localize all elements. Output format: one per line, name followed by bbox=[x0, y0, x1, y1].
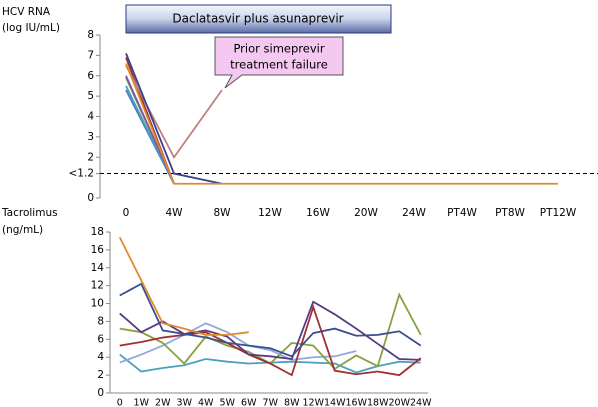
x-tick-label: 6W bbox=[241, 398, 257, 407]
series-line bbox=[119, 282, 422, 358]
y-tick-label: <1.2 bbox=[69, 168, 95, 180]
x-tick-label: 4W bbox=[198, 398, 214, 407]
x-tick-label: 18W bbox=[367, 398, 389, 407]
y-tick-label: 10 bbox=[91, 298, 104, 310]
y-axis-label: HCV RNA bbox=[2, 6, 51, 18]
x-tick-label: 12W bbox=[258, 207, 282, 219]
y-tick-label: 2 bbox=[97, 369, 104, 381]
x-tick-label: 16W bbox=[346, 398, 368, 407]
series-line bbox=[125, 65, 223, 159]
y-tick-label: 14 bbox=[91, 262, 105, 274]
y-tick-label: 7 bbox=[87, 49, 94, 61]
y-tick-label: 2 bbox=[87, 151, 94, 163]
series-line bbox=[119, 292, 422, 371]
callout bbox=[214, 36, 344, 89]
x-tick-label: PT4W bbox=[447, 207, 477, 219]
x-tick-label: 24W bbox=[410, 398, 432, 407]
y-tick-label: 18 bbox=[91, 226, 104, 238]
y-axis-label: Tacrolimus bbox=[1, 207, 58, 219]
x-tick-label: 2W bbox=[155, 398, 171, 407]
y-tick-label: 12 bbox=[91, 280, 104, 292]
x-tick-label: 5W bbox=[220, 398, 236, 407]
y-tick-label: 5 bbox=[87, 90, 94, 102]
y-tick-label: 3 bbox=[87, 131, 94, 143]
y-tick-label: 0 bbox=[97, 387, 104, 399]
x-tick-label: 1W bbox=[134, 398, 150, 407]
callout-text: treatment failure bbox=[230, 58, 328, 72]
x-tick-label: 8W bbox=[284, 398, 300, 407]
series-line bbox=[119, 322, 357, 364]
x-tick-label: 0 bbox=[123, 207, 130, 219]
y-axis-label: (log IU/mL) bbox=[2, 22, 60, 34]
x-tick-label: 16W bbox=[306, 207, 330, 219]
x-tick-label: 20W bbox=[389, 398, 411, 407]
y-tick-label: 8 bbox=[87, 29, 94, 41]
banner-text: Daclatasvir plus asunaprevir bbox=[172, 12, 343, 26]
x-tick-label: 8W bbox=[213, 207, 231, 219]
series-line bbox=[125, 63, 558, 185]
series-line bbox=[119, 304, 422, 377]
y-axis-label: (ng/mL) bbox=[2, 224, 43, 236]
callout-text: Prior simeprevir bbox=[233, 42, 324, 56]
x-tick-label: 0 bbox=[117, 398, 123, 407]
x-tick-label: 7W bbox=[263, 398, 279, 407]
y-tick-label: 16 bbox=[91, 244, 105, 256]
y-tick-label: 8 bbox=[97, 315, 104, 327]
x-tick-label: 24W bbox=[402, 207, 426, 219]
y-tick-label: 6 bbox=[97, 333, 104, 345]
banner bbox=[125, 4, 392, 34]
y-tick-label: 4 bbox=[87, 111, 94, 123]
y-tick-label: 0 bbox=[87, 192, 94, 204]
x-tick-label: 12W bbox=[303, 398, 325, 407]
y-tick-label: 4 bbox=[97, 351, 104, 363]
series-line bbox=[118, 236, 249, 336]
x-tick-label: 3W bbox=[177, 398, 193, 407]
x-tick-label: 20W bbox=[354, 207, 378, 219]
x-tick-label: PT8W bbox=[495, 207, 525, 219]
y-tick-label: 6 bbox=[87, 70, 94, 82]
series-line bbox=[125, 53, 223, 185]
x-tick-label: 4W bbox=[165, 207, 183, 219]
x-tick-label: 14W bbox=[324, 398, 346, 407]
x-tick-label: PT12W bbox=[540, 207, 577, 219]
